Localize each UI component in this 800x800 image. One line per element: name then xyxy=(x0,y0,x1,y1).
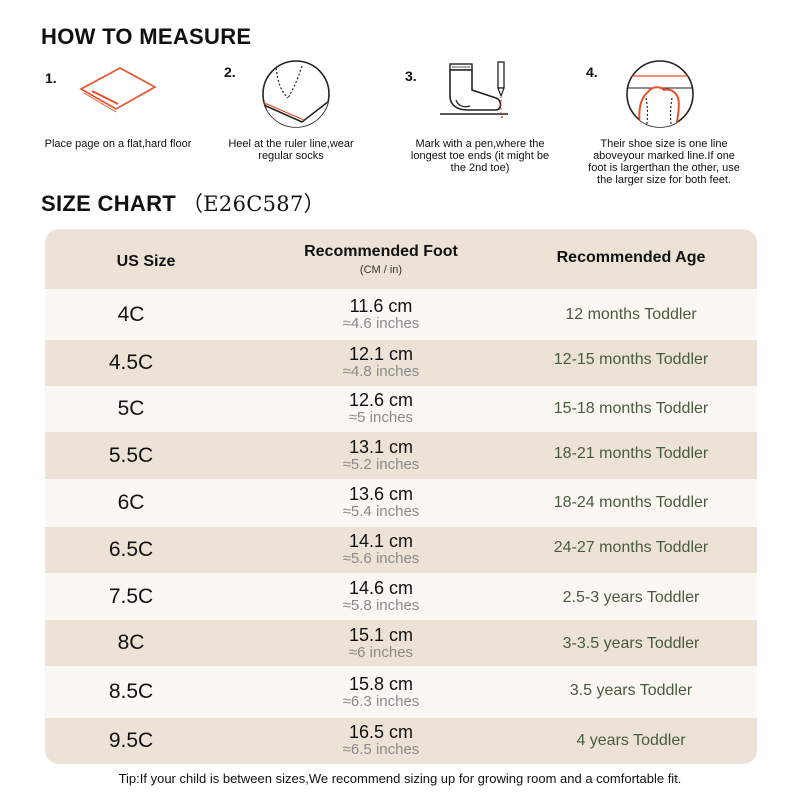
table-row: 9.5C 16.5 cm ≈6.5 inches 4 years Toddler xyxy=(45,718,757,764)
step-number: 3. xyxy=(405,68,417,84)
paper-on-floor-icon xyxy=(79,67,157,113)
table-row: 5C 12.6 cm ≈5 inches 15-18 months Toddler xyxy=(45,386,757,432)
table-row: 8.5C 15.8 cm ≈6.3 inches 3.5 years Toddle… xyxy=(45,666,757,718)
foot-cm: 16.5 cm xyxy=(348,722,414,742)
heel-at-ruler-icon xyxy=(262,60,330,128)
foot-length-cell: 12.1 cm ≈4.8 inches xyxy=(281,344,481,380)
us-size-cell: 8C xyxy=(117,631,145,654)
table-row: 6C 13.6 cm ≈5.4 inches 18-24 months Toddl… xyxy=(45,479,757,527)
us-size-cell: 4C xyxy=(117,303,145,326)
foot-cm: 14.6 cm xyxy=(348,578,414,598)
us-size-cell: 7.5C xyxy=(108,585,154,608)
foot-inches: ≈5.8 inches xyxy=(342,597,420,614)
foot-cm: 13.1 cm xyxy=(348,437,414,457)
size-chart-title-text: SIZE CHART xyxy=(41,191,176,216)
foot-length-cell: 14.6 cm ≈5.8 inches xyxy=(281,578,481,614)
foot-length-cell: 15.8 cm ≈6.3 inches xyxy=(281,674,481,710)
step-number: 2. xyxy=(224,64,236,80)
sizing-tip: Tip:If your child is between sizes,We re… xyxy=(118,771,682,786)
table-row: 4C 11.6 cm ≈4.6 inches 12 months Toddler xyxy=(45,289,757,340)
foot-length-cell: 13.1 cm ≈5.2 inches xyxy=(281,437,481,473)
step-text: Place page on a flat,hard floor xyxy=(44,138,192,150)
header-foot-label: Recommended Foot xyxy=(304,243,458,260)
foot-cm: 12.6 cm xyxy=(348,390,414,410)
us-size-cell: 6C xyxy=(117,491,145,514)
sock-foot-pen-icon xyxy=(440,61,508,118)
foot-cm: 15.8 cm xyxy=(348,674,414,694)
age-cell: 12-15 months Toddler xyxy=(553,351,709,368)
age-cell: 18-21 months Toddler xyxy=(553,445,709,462)
foot-inches: ≈5.2 inches xyxy=(342,456,420,473)
foot-length-cell: 15.1 cm ≈6 inches xyxy=(281,625,481,661)
header-us-size: US Size xyxy=(116,253,176,270)
us-size-cell: 8.5C xyxy=(108,680,154,703)
step-text: Heel at the ruler line,wear regular sock… xyxy=(228,138,354,162)
foot-inches: ≈6.3 inches xyxy=(342,693,420,710)
foot-inches: ≈6 inches xyxy=(348,644,414,661)
foot-length-cell: 11.6 cm ≈4.6 inches xyxy=(281,296,481,332)
step-number: 4. xyxy=(586,64,598,80)
age-cell: 4 years Toddler xyxy=(576,732,686,749)
foot-inches: ≈4.6 inches xyxy=(342,315,420,332)
size-chart-table: US Size Recommended Foot (CM / in) Recom… xyxy=(45,229,757,764)
foot-inches: ≈4.8 inches xyxy=(342,363,420,380)
foot-inches: ≈6.5 inches xyxy=(342,741,420,758)
toe-over-line-icon xyxy=(626,60,694,128)
product-code: （E26C587） xyxy=(182,192,325,216)
foot-cm: 13.6 cm xyxy=(348,484,414,504)
table-header: US Size Recommended Foot (CM / in) Recom… xyxy=(45,229,757,289)
age-cell: 2.5-3 years Toddler xyxy=(562,589,700,606)
foot-length-cell: 16.5 cm ≈6.5 inches xyxy=(281,722,481,758)
step-text: Their shoe size is one line aboveyour ma… xyxy=(588,138,740,186)
table-row: 8C 15.1 cm ≈6 inches 3-3.5 years Toddler xyxy=(45,620,757,666)
us-size-cell: 9.5C xyxy=(108,729,154,752)
age-cell: 18-24 months Toddler xyxy=(553,494,709,511)
step-number: 1. xyxy=(45,70,57,86)
foot-length-cell: 12.6 cm ≈5 inches xyxy=(281,390,481,426)
how-to-measure-title: HOW TO MEASURE xyxy=(41,24,252,49)
foot-length-cell: 13.6 cm ≈5.4 inches xyxy=(281,484,481,520)
age-cell: 24-27 months Toddler xyxy=(553,539,709,556)
foot-cm: 14.1 cm xyxy=(348,531,414,551)
table-row: 5.5C 13.1 cm ≈5.2 inches 18-21 months Tod… xyxy=(45,432,757,479)
age-cell: 3.5 years Toddler xyxy=(569,682,693,699)
age-cell: 12 months Toddler xyxy=(565,306,697,323)
foot-cm: 15.1 cm xyxy=(348,625,414,645)
foot-cm: 11.6 cm xyxy=(349,296,413,316)
table-row: 7.5C 14.6 cm ≈5.8 inches 2.5-3 years Todd… xyxy=(45,573,757,620)
step-text: Mark with a pen,where the longest toe en… xyxy=(410,138,550,174)
us-size-cell: 6.5C xyxy=(108,538,154,561)
header-foot-units: (CM / in) xyxy=(359,264,403,276)
header-recommended-age: Recommended Age xyxy=(556,249,706,266)
foot-inches: ≈5.6 inches xyxy=(342,550,420,567)
us-size-cell: 5C xyxy=(117,397,145,420)
table-row: 4.5C 12.1 cm ≈4.8 inches 12-15 months Tod… xyxy=(45,340,757,386)
us-size-cell: 5.5C xyxy=(108,444,154,467)
age-cell: 15-18 months Toddler xyxy=(553,400,709,417)
foot-cm: 12.1 cm xyxy=(348,344,414,364)
foot-length-cell: 14.1 cm ≈5.6 inches xyxy=(281,531,481,567)
foot-inches: ≈5 inches xyxy=(348,409,414,426)
table-row: 6.5C 14.1 cm ≈5.6 inches 24-27 months Tod… xyxy=(45,527,757,573)
size-chart-title: SIZE CHART （E26C587） xyxy=(41,188,325,218)
foot-inches: ≈5.4 inches xyxy=(342,503,420,520)
us-size-cell: 4.5C xyxy=(108,351,154,374)
header-recommended-foot: Recommended Foot (CM / in) xyxy=(271,243,491,276)
age-cell: 3-3.5 years Toddler xyxy=(562,635,700,652)
